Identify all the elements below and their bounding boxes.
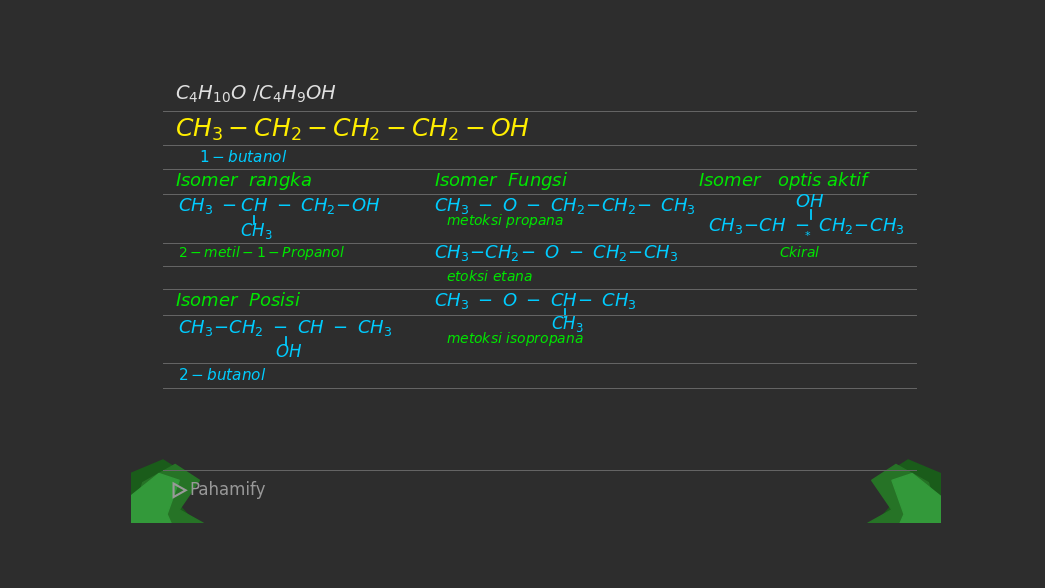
Text: $CH_3\ -\ O\ -\ CH_2\!-\!CH_2\!-\ CH_3$: $CH_3\ -\ O\ -\ CH_2\!-\!CH_2\!-\ CH_3$	[435, 196, 696, 216]
Text: $2-metil-1-Propanol$: $2-metil-1-Propanol$	[178, 243, 345, 262]
Text: $CH_3$: $CH_3$	[240, 221, 273, 241]
Text: $CH_3\!-\!CH\ -\ CH_2\!-\!CH_3$: $CH_3\!-\!CH\ -\ CH_2\!-\!CH_3$	[709, 216, 905, 236]
Text: $Isomer\ \ Posisi$: $Isomer\ \ Posisi$	[176, 292, 301, 309]
Text: $Isomer\ \ rangka$: $Isomer\ \ rangka$	[176, 169, 312, 192]
Text: $Ckiral$: $Ckiral$	[779, 245, 820, 260]
Text: $1-butanol$: $1-butanol$	[200, 149, 287, 165]
Polygon shape	[131, 465, 204, 523]
Text: $metoksi\ isopropana$: $metoksi\ isopropana$	[446, 330, 584, 348]
Text: $CH_3\!-\!CH_2\!-\ O\ -\ CH_2\!-\!CH_3$: $CH_3\!-\!CH_2\!-\ O\ -\ CH_2\!-\!CH_3$	[435, 243, 678, 263]
Text: $Isomer\ \ \ optis\ aktif$: $Isomer\ \ \ optis\ aktif$	[698, 169, 870, 192]
Text: $*$: $*$	[804, 229, 811, 239]
Text: $2-butanol$: $2-butanol$	[178, 367, 265, 383]
Text: $OH$: $OH$	[794, 193, 823, 211]
Text: $CH_3-CH_2-CH_2-CH_2-OH$: $CH_3-CH_2-CH_2-CH_2-OH$	[176, 116, 530, 142]
Text: $etoksi\ etana$: $etoksi\ etana$	[446, 269, 533, 283]
Text: $CH_3$: $CH_3$	[551, 314, 583, 334]
Polygon shape	[891, 473, 940, 523]
Text: $OH$: $OH$	[275, 343, 302, 361]
Polygon shape	[131, 460, 195, 523]
Polygon shape	[876, 460, 940, 523]
Polygon shape	[867, 465, 940, 523]
Text: $Isomer\ \ Fungsi$: $Isomer\ \ Fungsi$	[435, 169, 568, 192]
Text: $CH_3\!-\!CH_2\ -\ CH\ -\ CH_3$: $CH_3\!-\!CH_2\ -\ CH\ -\ CH_3$	[178, 318, 392, 338]
Text: $metoksi\ propana$: $metoksi\ propana$	[446, 212, 564, 230]
Text: $CH_3\ -\ O\ -\ CH\!-\ CH_3$: $CH_3\ -\ O\ -\ CH\!-\ CH_3$	[435, 290, 636, 310]
Text: $C_4H_{10}O\ /C_4H_9OH$: $C_4H_{10}O\ /C_4H_9OH$	[176, 83, 338, 105]
Polygon shape	[131, 473, 180, 523]
Text: $CH_3\ -CH\ -\ CH_2\!-\!OH$: $CH_3\ -CH\ -\ CH_2\!-\!OH$	[178, 196, 380, 216]
Text: Pahamify: Pahamify	[189, 481, 265, 499]
